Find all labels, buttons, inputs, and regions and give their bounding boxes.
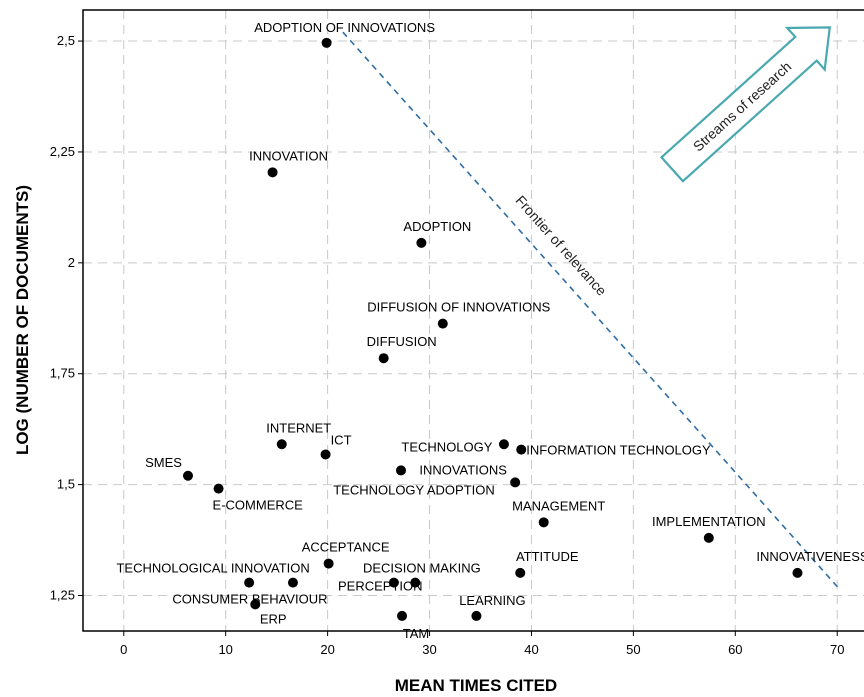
streams-of-research-label: Streams of research (690, 58, 794, 154)
data-point-label: MANAGEMENT (512, 498, 605, 513)
data-points: ADOPTION OF INNOVATIONS INNOVATION ADOPTIO… (116, 20, 864, 641)
data-point-label: PERCEPTION (338, 579, 423, 594)
data-point-label: ADOPTION OF INNOVATIONS (254, 20, 435, 35)
x-tick-label: 30 (422, 642, 436, 657)
data-point-label: ICT (331, 432, 352, 447)
data-point (388, 577, 399, 588)
data-point (792, 567, 803, 578)
data-point (321, 37, 332, 48)
frontier-of-relevance-label: Frontier of relevance (512, 192, 610, 299)
data-point-label: ATTITUDE (516, 549, 579, 564)
data-point (267, 167, 278, 178)
y-tick-label: 1,5 (57, 477, 75, 492)
data-point-label: DIFFUSION OF INNOVATIONS (367, 300, 550, 315)
data-point (498, 439, 509, 450)
data-point-label: INNOVATIVENESS (756, 549, 864, 564)
data-point-label: CONSUMER BEHAVIOUR (172, 592, 327, 607)
data-point-label: INNOVATION (249, 148, 328, 163)
data-point (250, 599, 261, 610)
data-point (244, 577, 255, 588)
y-tick-label: 1,75 (50, 366, 75, 381)
data-point (397, 610, 408, 621)
x-tick-label: 60 (728, 642, 742, 657)
x-tick-label: 0 (120, 642, 127, 657)
y-tick-label: 2 (68, 255, 75, 270)
frontier-of-relevance-line (342, 31, 840, 590)
data-point (182, 470, 193, 481)
y-tick-label: 2,5 (57, 33, 75, 48)
data-point-label: DIFFUSION (367, 334, 437, 349)
data-point (471, 610, 482, 621)
data-point (416, 237, 427, 248)
data-point-label: ACCEPTANCE (302, 540, 390, 555)
data-point (213, 483, 224, 494)
data-point-label: SMES (145, 455, 182, 470)
x-axis: 0 10 20 30 40 50 60 70 (120, 631, 844, 657)
data-point (276, 439, 287, 450)
data-point (287, 577, 298, 588)
data-point (538, 517, 549, 528)
y-axis-title: LOG (NUMBER OF DOCUMENTS) (13, 185, 32, 455)
x-tick-label: 70 (830, 642, 844, 657)
data-point-label: INTERNET (266, 420, 331, 435)
data-point (378, 353, 389, 364)
data-point (516, 444, 527, 455)
data-point-label: ERP (260, 611, 287, 626)
data-point (396, 465, 406, 476)
arrow-icon (659, 26, 831, 183)
data-point (437, 318, 448, 329)
data-point-label: DECISION MAKING (363, 561, 481, 576)
data-point (410, 577, 421, 588)
data-point (323, 558, 334, 569)
streams-of-research-arrow: Streams of research (659, 26, 831, 183)
data-point-label: TECHNOLOGY ADOPTION (333, 482, 495, 497)
data-point-label: INFORMATION TECHNOLOGY (526, 443, 711, 458)
x-tick-label: 20 (320, 642, 334, 657)
y-tick-label: 2,25 (50, 144, 75, 159)
y-tick-label: 1,25 (50, 588, 75, 603)
y-axis: 1,25 1,5 1,75 2 2,25 2,5 (50, 33, 83, 603)
plot-frame (82, 9, 864, 632)
data-point-label: ADOPTION (403, 219, 471, 234)
data-point (515, 567, 526, 578)
data-point (703, 532, 714, 543)
x-tick-label: 10 (218, 642, 232, 657)
data-point-label: LEARNING (459, 593, 525, 608)
data-point-label: TECHNOLOGY (401, 439, 492, 454)
data-point (510, 477, 521, 488)
data-point (320, 449, 331, 460)
data-point-label: TECHNOLOGICAL INNOVATION (116, 561, 309, 576)
data-point-label: IMPLEMENTATION (652, 514, 766, 529)
x-axis-title: MEAN TIMES CITED (395, 676, 557, 695)
data-point-label: E-COMMERCE (213, 498, 304, 513)
data-point-label: INNOVATIONS (419, 462, 507, 477)
data-point-label: TAM (403, 626, 429, 641)
x-tick-label: 50 (626, 642, 640, 657)
x-tick-label: 40 (524, 642, 538, 657)
